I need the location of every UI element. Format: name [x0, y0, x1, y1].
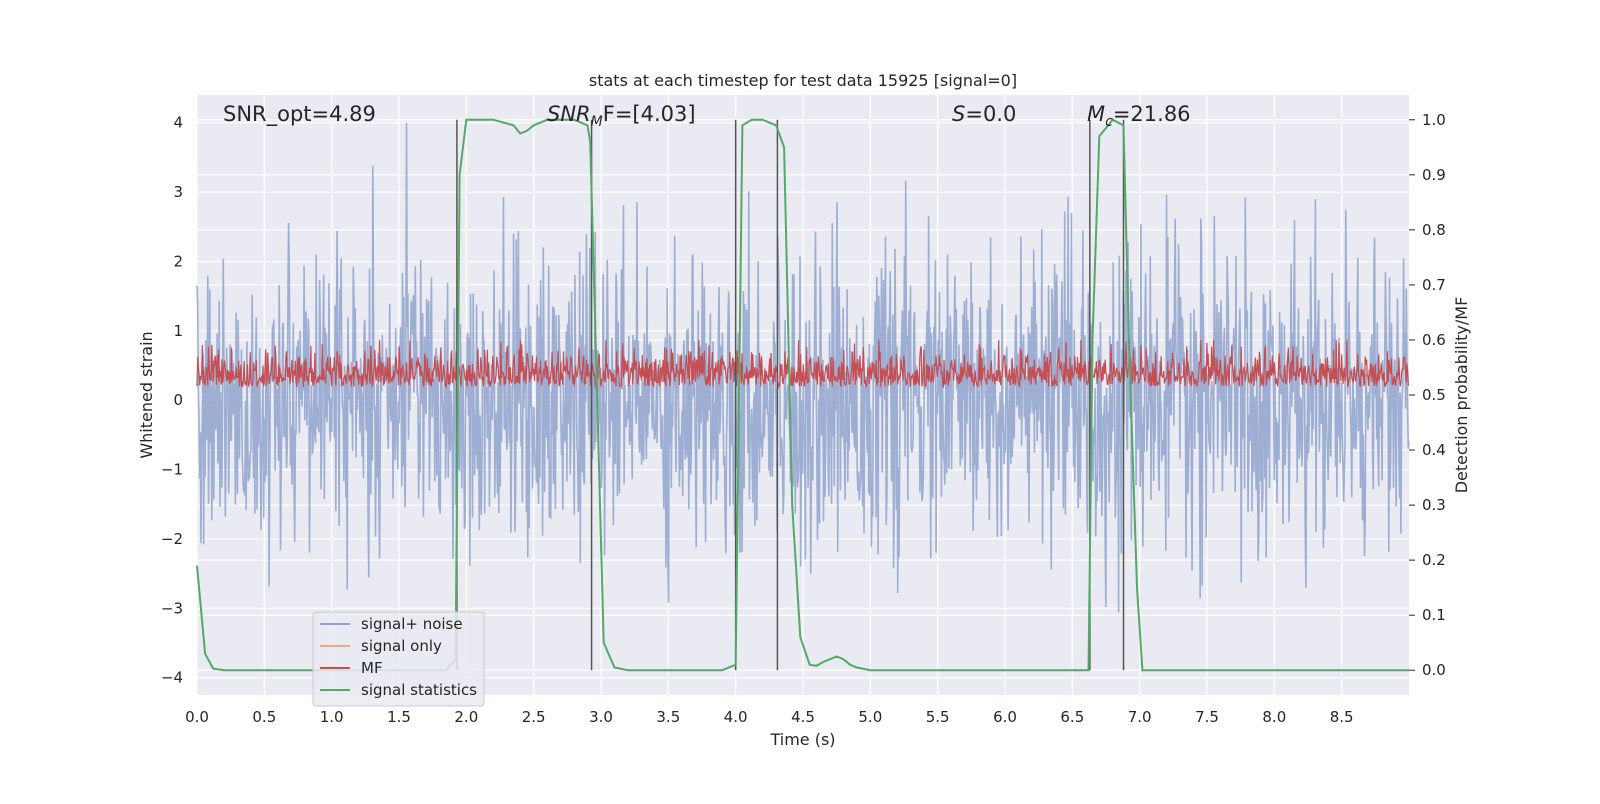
y-tick-label-left: 3: [173, 183, 183, 201]
x-tick-label: 0.5: [252, 708, 276, 726]
annotation-snr-mf-sub: M: [591, 114, 603, 130]
y-tick-label-left: 0: [173, 391, 183, 409]
y-tick-label-left: −3: [161, 599, 183, 617]
legend-label-signal-only: signal only: [361, 637, 442, 655]
signal-statistics-line: [196, 118, 1409, 672]
annotation-s-rest: =0.0: [965, 102, 1016, 126]
y-tick-label-right: 0.5: [1422, 386, 1446, 404]
x-tick-label: 0.0: [185, 708, 209, 726]
x-tick-label: 5.0: [858, 708, 882, 726]
x-tick-label: 1.0: [320, 708, 344, 726]
y-ticks-left: 4 3 2 1 0 −1 −2 −3 −4: [161, 114, 183, 687]
x-tick-label: 8.0: [1262, 708, 1286, 726]
y-tick-label-right: 0.9: [1422, 166, 1446, 184]
y-tick-label-right: 0.1: [1422, 606, 1446, 624]
y-tick-label-right: 0.7: [1422, 276, 1446, 294]
x-tick-label: 7.0: [1128, 708, 1152, 726]
y-tick-label-right: 0.3: [1422, 496, 1446, 514]
legend-label-mf: MF: [361, 659, 383, 677]
x-tick-label: 6.0: [993, 708, 1017, 726]
y-ticks-right: 1.0 0.9 0.8 0.7 0.6 0.5 0.4 0.3 0.2 0.1 0.0: [1409, 111, 1446, 679]
x-ticks: 0.0 0.5 1.0 1.5 2.0 2.5 3.0 3.5 4.0 4.5 5.0 5.5 6.0 6…: [185, 708, 1354, 726]
annotation-s: S=0.0: [952, 102, 1016, 126]
annotation-snr-mf-rest: F=[4.03]: [603, 102, 696, 126]
legend-label-signal-statistics: signal statistics: [361, 681, 477, 699]
y-tick-label-left: 1: [173, 322, 183, 340]
legend-label-signal-noise: signal+ noise: [361, 615, 463, 633]
annotation-mc-sub: c: [1105, 114, 1113, 130]
y-tick-label-left: −4: [161, 669, 183, 687]
series-signal-statistics: [196, 118, 1409, 672]
y-tick-label-left: 2: [173, 252, 183, 270]
annotation-snr-mf-base: SNR: [547, 102, 591, 126]
y-tick-label-right: 0.0: [1422, 661, 1446, 679]
annotation-mc-var: M: [1087, 102, 1105, 126]
y-tick-label-right: 0.6: [1422, 331, 1446, 349]
annotation-s-var: S: [952, 102, 965, 126]
mf-line: [196, 339, 1410, 389]
legend-box: [312, 611, 485, 707]
x-tick-label: 3.5: [656, 708, 680, 726]
chart-title: stats at each timestep for test data 159…: [589, 71, 1017, 90]
y-tick-label-left: −2: [161, 530, 183, 548]
x-tick-label: 7.5: [1195, 708, 1219, 726]
series-mf: [196, 339, 1410, 389]
annotation-snr-opt: SNR_opt=4.89: [223, 102, 376, 127]
x-tick-label: 2.5: [522, 708, 546, 726]
y-tick-label-right: 0.8: [1422, 221, 1446, 239]
annotation-mc: Mc=21.86: [1087, 102, 1191, 130]
x-axis-label: Time (s): [769, 730, 835, 749]
y-tick-label-left: −1: [161, 461, 183, 479]
x-tick-label: 1.5: [387, 708, 411, 726]
annotation-snr-mf: SNRMF=[4.03]: [547, 102, 696, 130]
x-tick-label: 4.0: [724, 708, 748, 726]
x-tick-label: 3.0: [589, 708, 613, 726]
y-tick-label-right: 0.2: [1422, 551, 1446, 569]
x-tick-label: 4.5: [791, 708, 815, 726]
legend: signal+ noise signal only MF signal stat…: [312, 611, 485, 707]
series-signal-noise: [196, 122, 1410, 613]
signal-noise-line: [196, 122, 1410, 613]
x-tick-label: 8.5: [1330, 708, 1354, 726]
y-tick-label-right: 1.0: [1422, 111, 1446, 129]
y-axis-label-right: Detection probability/MF: [1452, 297, 1471, 494]
y-axis-label-left: Whitened strain: [137, 331, 156, 458]
x-tick-label: 5.5: [926, 708, 950, 726]
annotation-mc-rest: =21.86: [1113, 102, 1191, 126]
y-tick-label-right: 0.4: [1422, 441, 1446, 459]
y-tick-label-left: 4: [173, 114, 183, 132]
x-tick-label: 6.5: [1060, 708, 1084, 726]
x-tick-label: 2.0: [454, 708, 478, 726]
